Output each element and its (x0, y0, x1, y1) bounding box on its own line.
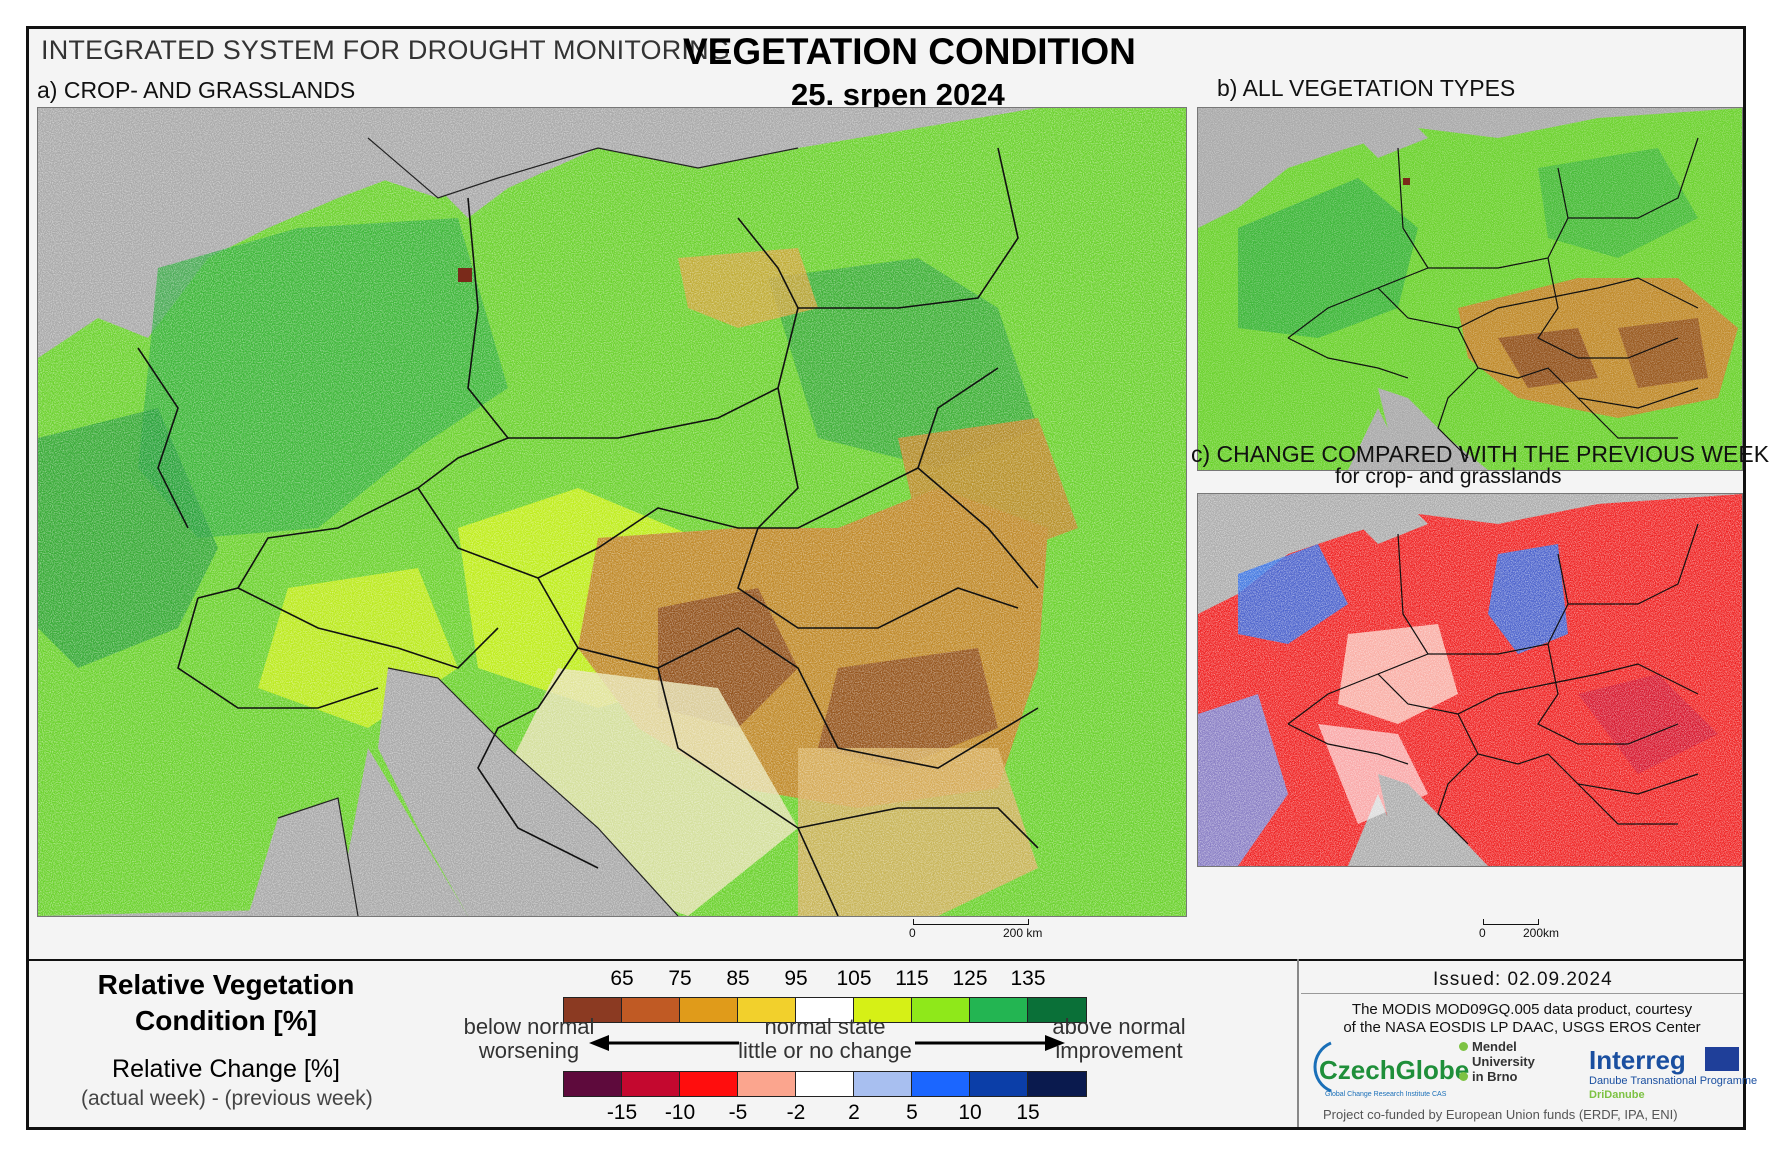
map-all-vegetation-canvas (1198, 108, 1742, 470)
condition-color-swatch (970, 998, 1028, 1022)
map-weekly-change (1197, 493, 1743, 867)
change-color-swatch (912, 1072, 970, 1096)
caption-normal: normal state little or no change (738, 1014, 912, 1063)
arrow-left-icon (589, 1035, 739, 1051)
funding-note: Project co-funded by European Union fund… (1323, 1107, 1678, 1122)
mendel-logo: Mendel University in Brno (1459, 1039, 1535, 1084)
czechglobe-subtitle: Global Change Research Institute CAS (1325, 1091, 1447, 1098)
change-tick: 2 (848, 1101, 860, 1124)
data-credit: The MODIS MOD09GQ.005 data product, cour… (1343, 1001, 1701, 1036)
change-color-swatch (622, 1072, 680, 1096)
panel-a-label: a) CROP- AND GRASSLANDS (37, 77, 356, 103)
mendel-dot-icon (1459, 1042, 1468, 1051)
interreg-subtitle: Danube Transnational Programme (1589, 1075, 1758, 1087)
change-tick: -10 (664, 1101, 696, 1124)
change-color-swatch (738, 1072, 796, 1096)
scalebar-main-end: 200 km (1003, 926, 1043, 940)
rvc-title-line1: Relative Vegetation (97, 969, 355, 1000)
map-all-vegetation (1197, 107, 1743, 471)
panel-b-label: b) ALL VEGETATION TYPES (1217, 75, 1516, 101)
change-color-swatch (970, 1072, 1028, 1096)
map-weekly-change-canvas (1198, 494, 1742, 866)
system-title: INTEGRATED SYSTEM FOR DROUGHT MONITORING (41, 35, 731, 65)
interreg-project: DriDanube (1589, 1089, 1645, 1101)
rvc-title-line2: Condition [%] (135, 1005, 317, 1036)
condition-tick: 135 (1010, 967, 1046, 990)
change-tick: -5 (728, 1101, 748, 1124)
eu-flag-icon (1705, 1047, 1739, 1071)
condition-tick: 85 (726, 967, 750, 990)
change-tick: -15 (606, 1101, 638, 1124)
change-color-swatch (564, 1072, 622, 1096)
rc-title: Relative Change [%] (112, 1055, 340, 1083)
scalebar-small (1483, 919, 1539, 925)
change-tick: 15 (1016, 1101, 1040, 1124)
condition-tick: 105 (836, 967, 872, 990)
caption-above-normal: above normal improvement (1052, 1014, 1186, 1063)
scalebar-main (913, 919, 1029, 925)
legend-separator (29, 959, 1743, 961)
footer-separator (1297, 959, 1299, 1127)
condition-color-swatch (854, 998, 912, 1022)
change-tick: 5 (906, 1101, 918, 1124)
condition-color-swatch (912, 998, 970, 1022)
panel-c-sublabel: for crop- and grasslands (1335, 465, 1562, 488)
czechglobe-arc-icon (1313, 1041, 1332, 1093)
condition-tick: 95 (784, 967, 808, 990)
map-crop-grasslands (37, 107, 1187, 917)
arrow-right-icon (915, 1035, 1065, 1051)
figure-frame: INTEGRATED SYSTEM FOR DROUGHT MONITORING… (26, 26, 1769, 1130)
condition-tick: 125 (952, 967, 988, 990)
rc-subtitle: (actual week) - (previous week) (81, 1087, 373, 1110)
main-title: VEGETATION CONDITION (683, 31, 1136, 72)
change-tick: 10 (958, 1101, 982, 1124)
scalebar-main-start: 0 (909, 926, 916, 940)
map-crop-grasslands-canvas (38, 108, 1186, 916)
change-color-scale (563, 1071, 1087, 1097)
condition-color-swatch (796, 998, 854, 1022)
interreg-logo: Interreg (1589, 1045, 1686, 1075)
scalebar-small-end: 200km (1523, 926, 1560, 940)
change-color-swatch (1028, 1072, 1086, 1096)
change-color-swatch (680, 1072, 738, 1096)
condition-color-swatch (680, 998, 738, 1022)
condition-color-swatch (564, 998, 622, 1022)
date-title: 25. srpen 2024 (791, 77, 1005, 112)
czechglobe-logo: CzechGlobe (1319, 1055, 1470, 1085)
change-tick: -2 (786, 1101, 806, 1124)
panel-c-label: c) CHANGE COMPARED WITH THE PREVIOUS WEE… (1191, 441, 1770, 467)
issued-separator (1301, 993, 1743, 994)
condition-color-scale (563, 997, 1087, 1023)
condition-tick: 115 (895, 967, 929, 990)
condition-tick: 65 (610, 967, 634, 990)
mendel-dot-icon (1459, 1072, 1468, 1081)
change-color-swatch (796, 1072, 854, 1096)
condition-tick: 75 (668, 967, 692, 990)
condition-color-swatch (622, 998, 680, 1022)
change-color-swatch (854, 1072, 912, 1096)
issued-date: Issued: 02.09.2024 (1433, 969, 1613, 990)
caption-below-normal: below normal worsening (463, 1014, 595, 1063)
condition-color-swatch (738, 998, 796, 1022)
condition-color-swatch (1028, 998, 1086, 1022)
scalebar-small-start: 0 (1479, 926, 1486, 940)
